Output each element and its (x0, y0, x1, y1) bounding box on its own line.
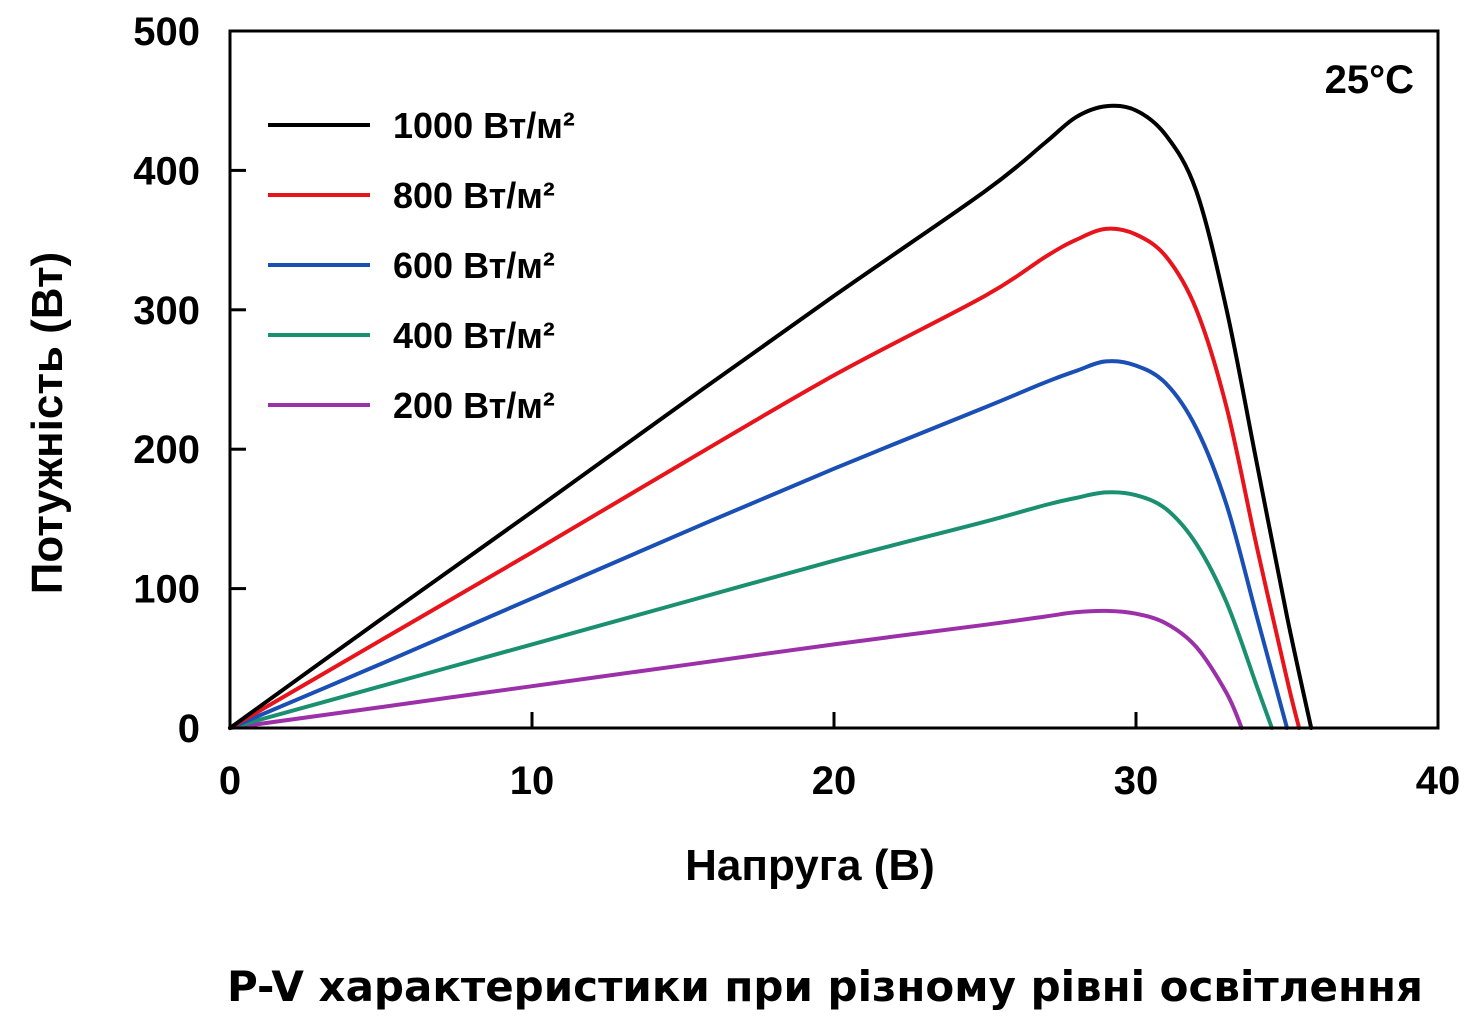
series-line-600 (228, 359, 1289, 730)
series-line-800 (228, 226, 1302, 730)
y-tick-label: 300 (133, 289, 200, 333)
y-tick-label: 0 (178, 707, 200, 751)
series-line-400 (228, 490, 1274, 730)
series-line-200 (228, 608, 1244, 730)
legend-label-600: 600 Вт/м² (393, 245, 555, 286)
temperature-annotation: 25°C (1325, 58, 1414, 102)
y-tick-label: 400 (133, 149, 200, 193)
y-tick-label: 500 (133, 10, 200, 54)
plot-frame (228, 29, 1440, 730)
legend-label-400: 400 Вт/м² (393, 315, 555, 356)
y-tick-label: 100 (133, 568, 200, 612)
legend: 1000 Вт/м² 800 Вт/м² 600 Вт/м² 400 Вт/м² 200… (268, 105, 575, 426)
figure-caption: P-V характеристики при різному рівні осв… (226, 962, 1423, 1011)
x-tick-label: 40 (1416, 759, 1461, 803)
y-axis-title-group: Потужність (Вт) (23, 252, 72, 594)
legend-label-200: 200 Вт/м² (393, 385, 555, 426)
x-tick-label: 30 (1114, 759, 1159, 803)
legend-label-800: 800 Вт/м² (393, 175, 555, 216)
y-axis-title: Потужність (Вт) (23, 252, 72, 594)
x-axis-title: Напруга (В) (685, 841, 935, 890)
x-tick-label: 0 (219, 759, 241, 803)
x-tick-label: 10 (510, 759, 555, 803)
legend-label-1000: 1000 Вт/м² (393, 105, 575, 146)
series-line-1000 (228, 103, 1314, 730)
pv-chart: Потужність (Вт) Напруга (В) 0 10 20 30 40010… (23, 10, 1460, 890)
y-tick-label: 200 (133, 428, 200, 472)
x-tick-label: 20 (812, 759, 857, 803)
